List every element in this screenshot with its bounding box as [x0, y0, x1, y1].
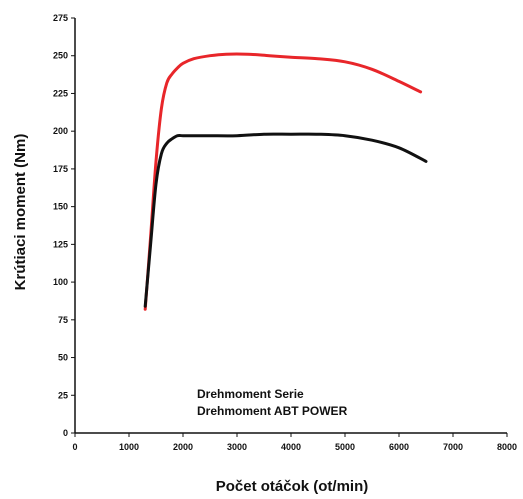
series-line-serie [143, 132, 428, 308]
y-axis-title: Krútiaci moment (Nm) [12, 134, 29, 291]
legend-entry-serie: Drehmoment Serie [197, 387, 304, 401]
y-tick-label: 275 [53, 13, 68, 23]
y-tick-label: 25 [58, 390, 68, 400]
x-tick-label: 7000 [443, 442, 463, 452]
y-tick-label: 125 [53, 239, 68, 249]
y-tick-label: 75 [58, 315, 68, 325]
x-tick-label: 8000 [497, 442, 517, 452]
y-tick-label: 0 [63, 428, 68, 438]
x-tick-label: 2000 [173, 442, 193, 452]
y-tick-label: 100 [53, 277, 68, 287]
x-tick-label: 0 [72, 442, 77, 452]
chart-legend: Drehmoment Serie Drehmoment ABT POWER [197, 387, 348, 418]
x-tick-label: 5000 [335, 442, 355, 452]
y-tick-label: 50 [58, 353, 68, 363]
y-tick-label: 175 [53, 164, 68, 174]
chart-axes [74, 18, 507, 434]
x-axis-title: Počet otáčok (ot/min) [216, 478, 369, 495]
x-tick-label: 6000 [389, 442, 409, 452]
chart-series [143, 52, 428, 311]
y-tick-label: 150 [53, 202, 68, 212]
series-line-abt-power [143, 52, 423, 311]
x-tick-label: 4000 [281, 442, 301, 452]
y-tick-label: 225 [53, 88, 68, 98]
legend-entry-abt-power: Drehmoment ABT POWER [197, 404, 348, 418]
x-tick-label: 1000 [119, 442, 139, 452]
y-tick-label: 250 [53, 51, 68, 61]
chart-ticks: 0 25 50 75 100 125 150 175 200 225 250 275 0 1000 2000… [53, 13, 517, 452]
x-tick-label: 3000 [227, 442, 247, 452]
y-tick-label: 200 [53, 126, 68, 136]
